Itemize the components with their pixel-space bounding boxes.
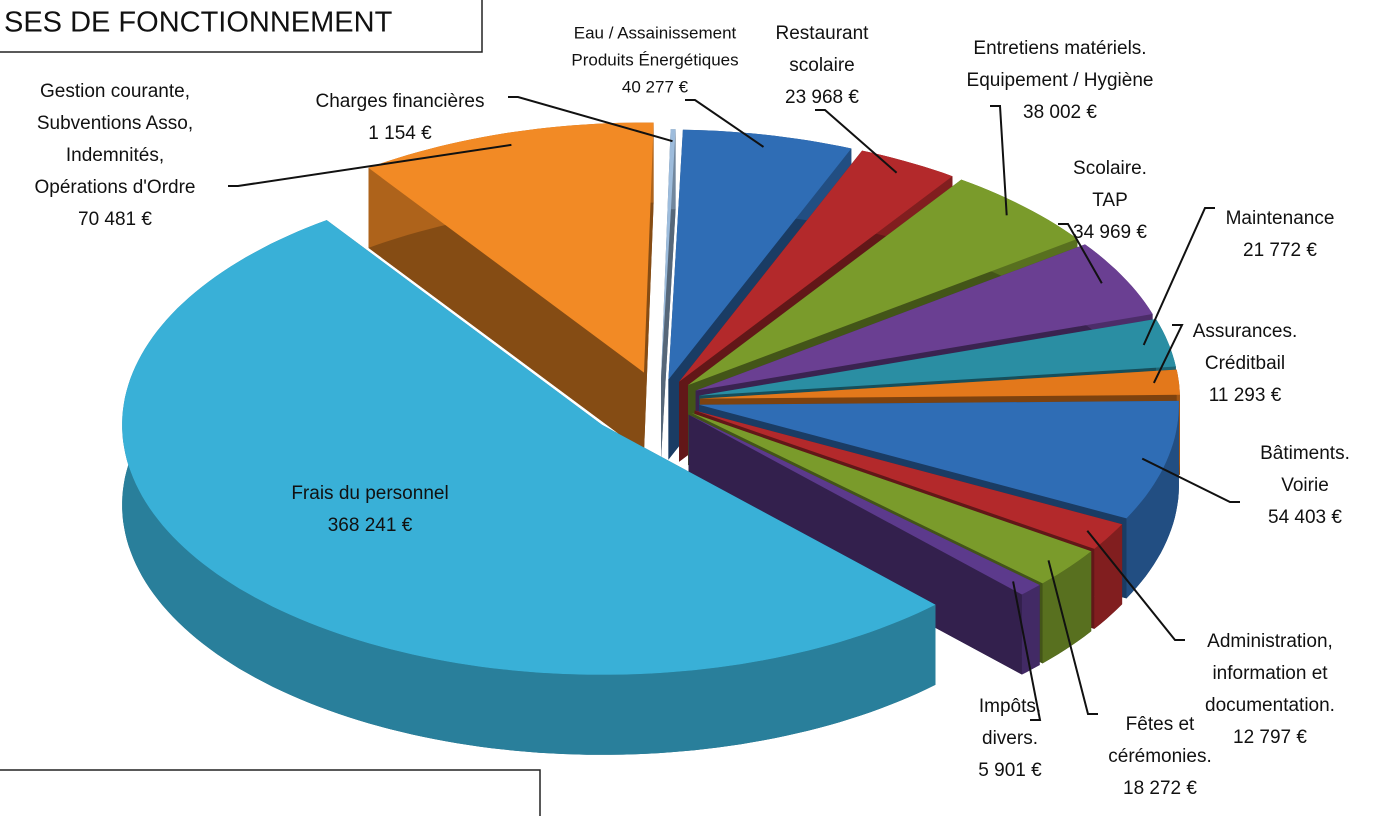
category-label: Opérations d'Ordre bbox=[35, 177, 196, 198]
category-label: Indemnités, bbox=[66, 145, 164, 166]
value-label: 40 277 € bbox=[622, 77, 689, 96]
category-label: Fêtes et bbox=[1126, 714, 1195, 735]
category-label: Charges financières bbox=[316, 91, 485, 112]
category-label: Entretiens matériels. bbox=[973, 38, 1146, 59]
category-label: Maintenance bbox=[1226, 208, 1335, 229]
category-label: Frais du personnel bbox=[291, 483, 448, 504]
category-label: Administration, bbox=[1207, 631, 1333, 652]
value-label: 12 797 € bbox=[1233, 727, 1307, 748]
category-label: Voirie bbox=[1281, 475, 1329, 496]
value-label: 70 481 € bbox=[78, 209, 152, 230]
category-label: Créditbail bbox=[1205, 353, 1285, 374]
category-label: cérémonies. bbox=[1108, 746, 1212, 767]
chart: SES DE FONCTIONNEMENT Charges financière… bbox=[0, 0, 1380, 816]
category-label: information et bbox=[1212, 663, 1328, 684]
value-label: 18 272 € bbox=[1123, 778, 1197, 799]
value-label: 38 002 € bbox=[1023, 102, 1097, 123]
category-label: divers. bbox=[982, 728, 1038, 749]
category-label: Produits Énergétiques bbox=[571, 50, 738, 69]
category-label: Scolaire. bbox=[1073, 158, 1147, 179]
category-label: scolaire bbox=[789, 55, 854, 76]
value-label: 5 901 € bbox=[978, 760, 1042, 781]
category-label: Bâtiments. bbox=[1260, 443, 1350, 464]
category-label: TAP bbox=[1092, 190, 1128, 211]
category-label: Restaurant bbox=[776, 23, 870, 44]
slice-side bbox=[1022, 585, 1040, 675]
value-label: 368 241 € bbox=[328, 515, 413, 536]
chart-title: SES DE FONCTIONNEMENT bbox=[4, 7, 393, 39]
category-label: Assurances. bbox=[1193, 321, 1298, 342]
value-label: 1 154 € bbox=[368, 123, 432, 144]
category-label: Impôts, bbox=[979, 696, 1041, 717]
category-label: Equipement / Hygiène bbox=[967, 70, 1154, 91]
value-label: 34 969 € bbox=[1073, 222, 1147, 243]
value-label: 54 403 € bbox=[1268, 507, 1342, 528]
category-label: Gestion courante, bbox=[40, 81, 190, 102]
category-label: Eau / Assainissement bbox=[574, 23, 737, 42]
value-label: 21 772 € bbox=[1243, 240, 1317, 261]
value-label: 23 968 € bbox=[785, 87, 859, 108]
note-box bbox=[0, 770, 540, 816]
value-label: 11 293 € bbox=[1209, 385, 1282, 406]
category-label: documentation. bbox=[1205, 695, 1335, 716]
category-label: Subventions Asso, bbox=[37, 113, 193, 134]
